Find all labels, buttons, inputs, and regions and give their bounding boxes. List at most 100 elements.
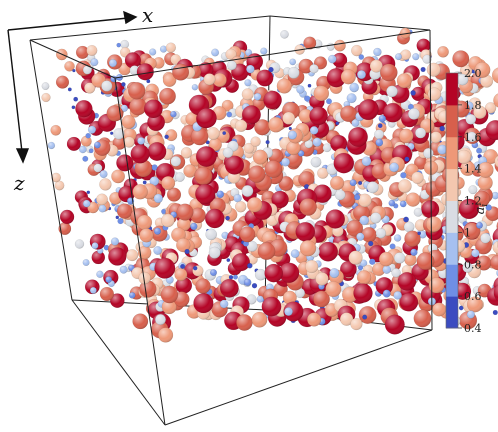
- particle: [307, 83, 312, 88]
- particle-shading: [346, 220, 363, 237]
- particle-shading: [296, 85, 305, 94]
- particle-shading: [427, 87, 441, 101]
- particle: [192, 265, 198, 271]
- particle-shading: [373, 48, 382, 56]
- particle-shading: [251, 312, 268, 328]
- particle-shading: [349, 82, 359, 93]
- particle-shading: [264, 264, 283, 283]
- particle-shading: [313, 290, 330, 308]
- particle-shading: [256, 69, 274, 87]
- particle-shading: [380, 63, 398, 82]
- particle-shading: [471, 249, 480, 258]
- particle-shading: [426, 62, 441, 77]
- particle-shading: [149, 48, 157, 56]
- particle-shading: [389, 162, 399, 172]
- z-axis-label: z: [13, 171, 25, 195]
- particle-shading: [41, 82, 50, 90]
- particle-shading: [260, 47, 268, 55]
- particle-shading: [41, 93, 51, 102]
- particle-shading: [350, 318, 363, 330]
- particle-shading: [170, 156, 181, 167]
- particle-shading: [245, 49, 253, 57]
- particle-shading: [476, 255, 492, 271]
- particle-shading: [290, 249, 300, 258]
- particle-shading: [298, 171, 315, 188]
- particle-shading: [144, 99, 163, 119]
- particle-shading: [480, 233, 491, 244]
- particle-shading: [370, 59, 383, 73]
- particle-shading: [54, 180, 65, 191]
- particle-shading: [413, 207, 423, 217]
- particle: [146, 79, 151, 84]
- particle-shading: [330, 176, 344, 190]
- colorbar-tick-label: 0.4: [464, 322, 482, 335]
- particle-shading: [137, 137, 145, 145]
- particle-shading: [239, 226, 256, 243]
- particle-shading: [398, 179, 412, 193]
- particle-shading: [357, 270, 372, 285]
- particle: [121, 82, 126, 87]
- particle-shading: [288, 130, 297, 140]
- particle-shading: [138, 246, 152, 260]
- particle: [268, 66, 274, 73]
- particle-shading: [408, 108, 420, 120]
- particle-shading: [437, 144, 448, 155]
- particle-shading: [205, 228, 217, 240]
- particle: [485, 204, 492, 211]
- particle-shading: [394, 252, 406, 264]
- particle-shading: [400, 200, 407, 208]
- particle: [226, 111, 233, 118]
- particle-shading: [233, 194, 242, 203]
- particle-shading: [353, 283, 373, 303]
- particle: [358, 54, 365, 60]
- colorbar: [445, 72, 459, 329]
- colorbar-segment: [446, 168, 458, 201]
- particle-shading: [254, 119, 271, 136]
- particle-shading: [121, 115, 136, 129]
- particle-shading: [322, 143, 332, 152]
- particle-shading: [393, 291, 402, 300]
- colorbar-title-subscript: i: [480, 204, 490, 207]
- particle-shading: [416, 252, 435, 270]
- particle-shading: [175, 277, 192, 294]
- particle-shading: [176, 238, 191, 253]
- particle-shading: [75, 100, 93, 118]
- particle-shading: [91, 242, 99, 249]
- particle-shading: [298, 150, 305, 157]
- particle-shading: [50, 125, 61, 136]
- particle-shading: [382, 265, 391, 274]
- particle-shading: [303, 36, 317, 50]
- particle: [420, 66, 426, 73]
- particle-shading: [299, 198, 317, 216]
- particle-shading: [271, 191, 289, 208]
- particle-shading: [81, 135, 92, 147]
- particle-shading: [371, 163, 388, 180]
- particle-shading: [139, 280, 157, 298]
- particle-shading: [375, 277, 393, 295]
- particle: [389, 243, 396, 250]
- particle-shading: [91, 250, 105, 264]
- particle-shading: [138, 272, 151, 285]
- particle-shading: [480, 74, 493, 88]
- particle-shading: [268, 117, 284, 133]
- particle-shading: [64, 61, 75, 72]
- particle-shading: [493, 284, 498, 301]
- particle-shading: [333, 153, 354, 174]
- particle: [410, 90, 416, 96]
- particle-shading: [325, 281, 342, 297]
- particle: [116, 42, 121, 48]
- particle-shading: [242, 105, 261, 124]
- particle-shading: [96, 193, 108, 206]
- particle-shading: [465, 114, 476, 125]
- particle-shading: [279, 262, 300, 283]
- particle-shading: [412, 53, 420, 61]
- particle-shading: [467, 310, 475, 319]
- particle-shading: [255, 269, 267, 281]
- particle-shading: [175, 172, 185, 182]
- axis-arrows: [7, 10, 138, 164]
- particle-shading: [244, 79, 252, 87]
- particle-shading: [349, 179, 357, 186]
- particle: [417, 231, 422, 236]
- particle-shading: [128, 82, 146, 100]
